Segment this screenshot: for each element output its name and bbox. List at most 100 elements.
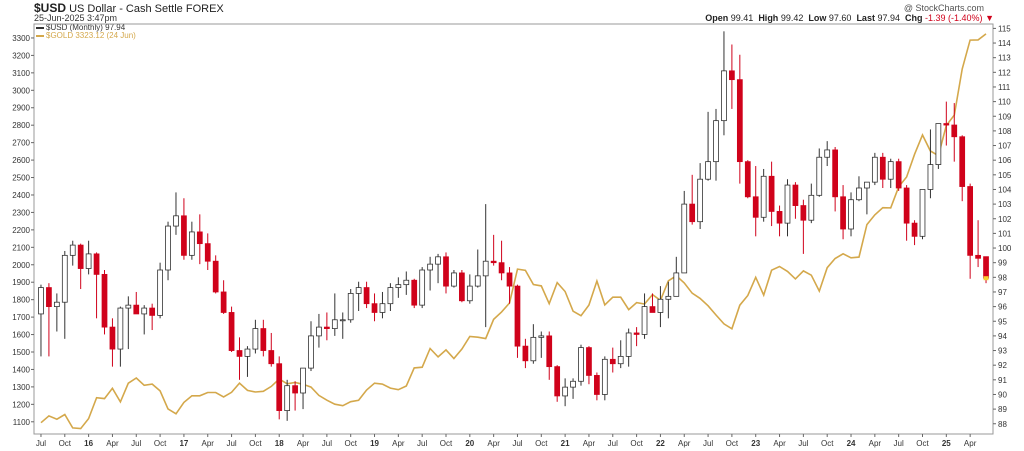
usd-candle-up xyxy=(665,295,672,300)
usd-candle-up xyxy=(562,386,568,397)
x-axis-tick-label: 20 xyxy=(465,439,474,448)
x-axis-tick-label: Jul xyxy=(608,439,618,448)
usd-candle-up xyxy=(887,161,894,180)
right-axis-tick-label: 98 xyxy=(998,273,1007,282)
right-axis-tick-label: 88 xyxy=(998,420,1007,429)
x-axis-tick-label: 21 xyxy=(561,439,570,448)
usd-candle-up xyxy=(617,355,624,365)
usd-candle-up xyxy=(395,284,402,288)
usd-candle-up xyxy=(117,307,124,350)
right-axis-tick-label: 103 xyxy=(998,200,1012,209)
usd-candle-down xyxy=(506,272,513,287)
usd-candle-down xyxy=(324,326,330,329)
high-label: High xyxy=(758,13,779,23)
usd-candle-down xyxy=(196,231,203,245)
usd-candle-down xyxy=(594,375,600,395)
x-axis-tick-label: Apr xyxy=(773,439,786,448)
usd-candle-down xyxy=(959,136,966,187)
usd-candle-up xyxy=(935,123,942,165)
left-axis-tick-label: 3100 xyxy=(12,69,30,78)
x-axis-tick-label: 23 xyxy=(751,439,760,448)
usd-candle-down xyxy=(546,335,553,368)
usd-candle-up xyxy=(713,120,719,163)
legend-gold: $GOLD 3323.12 (24 Jun) xyxy=(36,31,136,40)
usd-candle-up xyxy=(856,187,862,201)
right-axis-tick-label: 108 xyxy=(998,127,1012,136)
right-axis-tick-label: 92 xyxy=(998,361,1007,370)
usd-candle-up xyxy=(85,253,92,269)
usd-candle-down xyxy=(133,304,140,315)
right-axis-tick-label: 100 xyxy=(998,244,1012,253)
usd-candle-up xyxy=(848,199,854,230)
usd-candle-up xyxy=(681,203,688,274)
usd-candle-down xyxy=(840,196,846,230)
usd-candle-down xyxy=(490,260,497,264)
usd-candle-down xyxy=(443,256,449,287)
usd-candle-down xyxy=(46,287,52,308)
symbol: $USD xyxy=(34,1,67,15)
usd-candle-up xyxy=(657,298,664,313)
left-axis-tick-label: 2800 xyxy=(12,121,30,130)
usd-candle-up xyxy=(157,269,163,316)
usd-candle-down xyxy=(514,285,521,347)
x-axis-tick-label: Oct xyxy=(821,439,834,448)
open-value: 99.41 xyxy=(730,13,754,23)
legend-usd: $USD (Monthly) 97.94 xyxy=(36,23,125,32)
usd-candle-up xyxy=(871,156,878,183)
x-axis-tick-label: Oct xyxy=(630,439,643,448)
usd-candle-up xyxy=(419,269,426,306)
left-axis-tick-label: 1500 xyxy=(12,348,30,357)
right-axis-tick-label: 91 xyxy=(998,376,1007,385)
x-axis-tick-label: 25 xyxy=(942,439,951,448)
x-axis-tick-label: 24 xyxy=(847,439,856,448)
usd-candle-down xyxy=(689,203,696,223)
usd-candle-up xyxy=(125,304,132,309)
left-axis-tick-label: 2400 xyxy=(12,191,30,200)
usd-candle-down xyxy=(101,273,108,328)
right-axis-tick-label: 115 xyxy=(998,24,1011,33)
usd-candle-up xyxy=(308,335,314,369)
usd-candle-up xyxy=(721,70,727,122)
symbol-title: $USD US Dollar - Cash Settle FOREX xyxy=(34,1,224,15)
usd-candle-down xyxy=(220,291,227,313)
usd-candle-up xyxy=(538,335,545,338)
usd-candle-up xyxy=(284,385,291,411)
low-label: Low xyxy=(808,13,827,23)
right-axis-tick-label: 96 xyxy=(998,303,1007,312)
left-axis-tick-label: 1600 xyxy=(12,331,30,340)
usd-candle-up xyxy=(141,307,148,315)
x-axis-tick-label: Jul xyxy=(322,439,332,448)
usd-candle-up xyxy=(435,256,441,265)
usd-candle-down xyxy=(459,272,465,302)
usd-candle-down xyxy=(983,256,989,279)
usd-candle-down xyxy=(212,260,219,293)
usd-candle-down xyxy=(292,385,298,394)
x-axis-tick-label: Apr xyxy=(106,439,119,448)
usd-candle-up xyxy=(355,287,362,294)
usd-candle-up xyxy=(38,287,44,315)
low-value: 97.60 xyxy=(828,13,852,23)
usd-candle-up xyxy=(61,254,68,303)
usd-candle-down xyxy=(633,332,640,335)
usd-candle-down xyxy=(411,279,418,306)
ohlc-readout: Open 99.41 High 99.42 Low 97.60 Last 97.… xyxy=(705,13,994,23)
right-axis-tick-label: 93 xyxy=(998,347,1007,356)
left-axis-tick-label: 2900 xyxy=(12,104,30,113)
usd-candle-up xyxy=(824,149,831,158)
x-axis-tick-label: Jul xyxy=(703,439,713,448)
usd-candle-down xyxy=(77,244,84,269)
left-axis-tick-label: 2600 xyxy=(12,156,30,165)
usd-candle-down xyxy=(951,124,958,138)
x-axis-tick-label: Oct xyxy=(249,439,262,448)
x-axis-tick-label: Apr xyxy=(202,439,215,448)
right-axis-tick-label: 94 xyxy=(998,332,1007,341)
usd-candle-down xyxy=(149,307,156,316)
chart-timestamp: 25-Jun-2025 3:47pm xyxy=(34,13,118,23)
x-axis-tick-label: 18 xyxy=(275,439,284,448)
left-axis-tick-label: 2100 xyxy=(12,243,30,252)
usd-candle-up xyxy=(379,303,386,313)
usd-candle-down xyxy=(371,303,378,313)
symbol-name: US Dollar - Cash Settle xyxy=(69,3,183,15)
gold-price-line xyxy=(40,33,987,430)
